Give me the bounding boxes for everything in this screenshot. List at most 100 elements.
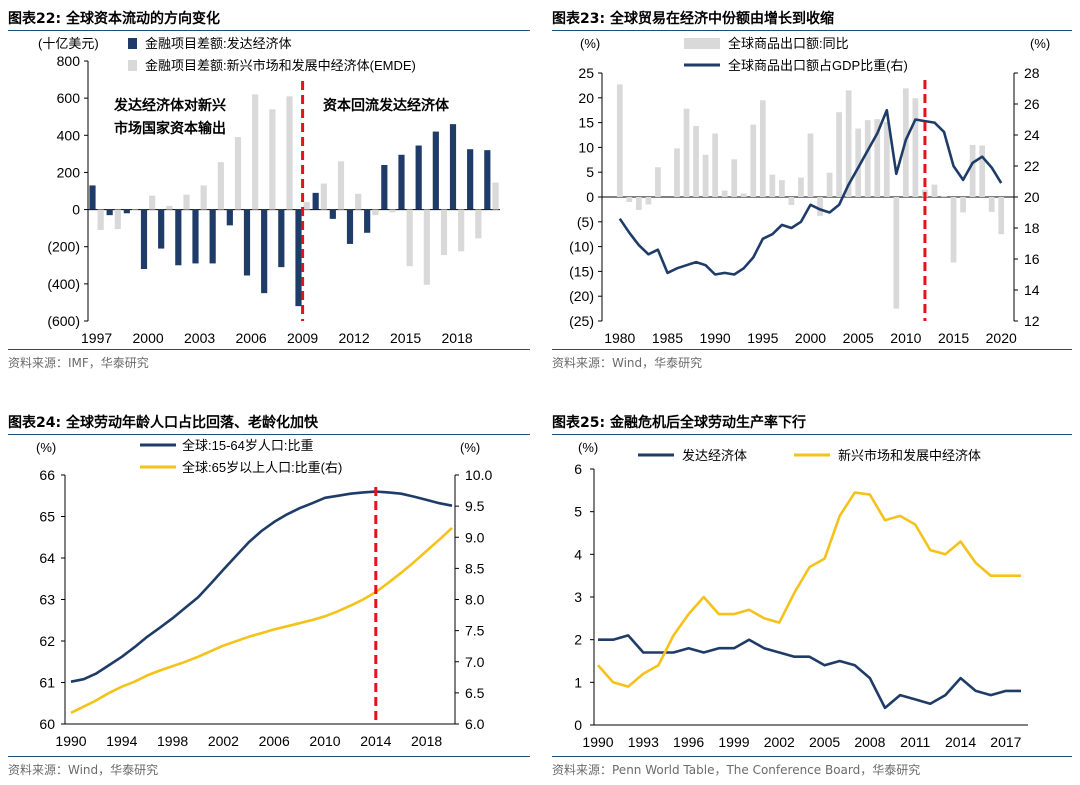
bar-advanced <box>312 192 319 210</box>
bar-export-yoy <box>779 180 785 197</box>
source-note: 资料来源：Wind，华泰研究 <box>552 356 703 370</box>
bar-emde <box>166 205 173 210</box>
bar-export-yoy <box>645 197 652 205</box>
y2-tick-label: 12 <box>1024 313 1040 329</box>
y-tick-label: 600 <box>57 90 81 106</box>
y2-tick-label: 8.5 <box>465 560 485 576</box>
line-working-age-share <box>70 490 453 683</box>
source-note: 资料来源：IMF，华泰研究 <box>8 356 149 370</box>
bar-export-yoy <box>979 145 986 197</box>
bar-export-yoy <box>798 177 804 197</box>
panel-working-age: 图表24: 全球劳动年龄人口占比回落、老龄化加快 66 65 64 63 62 61 60 1… <box>8 412 530 784</box>
x-tick-label: 2020 <box>986 330 1017 346</box>
y-tick-label: 3 <box>574 589 582 605</box>
bar-advanced <box>432 131 439 210</box>
x-tick-label: 2015 <box>390 330 421 346</box>
panel-title: 图表25: 金融危机后全球劳动生产率下行 <box>552 415 806 431</box>
y2-tick-label: 10.0 <box>465 467 492 483</box>
bar-export-yoy <box>693 126 699 197</box>
bar-advanced <box>398 154 405 210</box>
bar-export-yoy <box>998 197 1005 235</box>
bar-emde <box>389 209 396 213</box>
bar-advanced <box>295 209 302 307</box>
y-tick-label: 5 <box>574 504 582 520</box>
y2-tick-label: 9.5 <box>465 498 485 514</box>
y2-tick-label: 18 <box>1024 220 1040 236</box>
title-rule <box>8 434 530 435</box>
chart-working-age: 66 65 64 63 62 61 60 10.0 9.5 9.0 8.5 8.0 7.5 7.0 6.5 6… <box>36 438 492 749</box>
x-tick-label: 1985 <box>652 330 683 346</box>
bar-export-yoy <box>740 193 747 197</box>
bar-emde <box>286 96 293 210</box>
y-tick-label: 1 <box>574 674 582 690</box>
y2-tick-label: 24 <box>1024 127 1040 143</box>
bar-emde <box>475 209 482 239</box>
x-tick-label: 2010 <box>309 733 340 749</box>
x-tick-label: 2000 <box>133 330 164 346</box>
annotation-text: 发达经济体对新兴 <box>113 97 226 113</box>
y2-tick-label: 6.5 <box>465 685 485 701</box>
y-unit-label: (%) <box>578 440 598 455</box>
x-tick-label: 1990 <box>582 734 613 750</box>
source-note: 资料来源：Wind，华泰研究 <box>8 763 159 777</box>
y2-tick-label: 8.0 <box>465 592 485 608</box>
bar-export-yoy <box>626 197 633 202</box>
bar-emde <box>320 183 327 210</box>
bar-export-yoy <box>874 119 881 197</box>
bar-export-yoy <box>845 90 852 197</box>
y-tick-label: (400) <box>47 276 80 292</box>
bar-advanced <box>449 124 457 210</box>
bar-export-yoy <box>674 148 680 197</box>
x-tick-label: 1998 <box>157 733 188 749</box>
bar-emde <box>423 209 430 285</box>
bar-export-yoy <box>950 197 957 263</box>
bar-advanced <box>261 209 268 294</box>
bar-export-yoy <box>635 197 642 210</box>
legend-label: 全球:65岁以上人口:比重(右) <box>182 460 342 475</box>
bar-emde <box>372 209 379 216</box>
bar-emde <box>458 209 465 252</box>
bar-emde <box>114 209 121 230</box>
x-tick-label: 2005 <box>843 330 874 346</box>
panel-productivity: 图表25: 金融危机后全球劳动生产率下行 6 5 4 3 2 1 0 1990 1993 1996… <box>552 412 1072 784</box>
bar-advanced <box>346 209 354 244</box>
y-tick-label: (5) <box>577 214 594 230</box>
y-tick-label: 64 <box>39 550 55 566</box>
y-tick-label: 800 <box>57 53 81 69</box>
y2-unit-label: (%) <box>460 440 480 455</box>
bar-emde <box>337 161 345 210</box>
x-tick-label: 2006 <box>259 733 290 749</box>
bar-advanced <box>484 150 491 210</box>
bar-advanced <box>192 209 199 264</box>
bar-advanced <box>381 165 388 210</box>
line-65plus-share <box>70 526 453 714</box>
x-tick-label: 2008 <box>854 734 885 750</box>
y-unit-label: (%) <box>580 36 600 51</box>
y-tick-label: 61 <box>39 675 55 691</box>
source-rule <box>8 756 530 757</box>
y-tick-label: (20) <box>569 288 594 304</box>
y-tick-label: 20 <box>578 90 594 106</box>
title-rule <box>552 434 1072 435</box>
y-unit-label: (十亿美元) <box>38 36 99 51</box>
panel-title: 图表22: 全球资本流动的方向变化 <box>8 11 220 27</box>
y2-tick-label: 22 <box>1024 158 1040 174</box>
bar-export-yoy <box>883 122 890 197</box>
x-tick-label: 1994 <box>106 733 137 749</box>
bar-export-yoy <box>759 100 766 197</box>
bar-advanced <box>140 209 148 269</box>
x-tick-label: 2012 <box>339 330 370 346</box>
source-rule <box>552 349 1072 350</box>
bar-emde <box>440 209 448 256</box>
y-tick-label: 200 <box>57 164 81 180</box>
legend-label: 金融项目差额:新兴市场和发展中经济体(EMDE) <box>145 58 416 73</box>
x-tick-label: 1990 <box>55 733 86 749</box>
bar-advanced <box>175 209 182 266</box>
x-tick-label: 1995 <box>747 330 778 346</box>
legend-label: 全球:15-64岁人口:比重 <box>182 438 313 453</box>
y2-tick-label: 6.0 <box>465 716 485 732</box>
y-tick-label: (600) <box>47 313 80 329</box>
x-tick-label: 1996 <box>673 734 704 750</box>
